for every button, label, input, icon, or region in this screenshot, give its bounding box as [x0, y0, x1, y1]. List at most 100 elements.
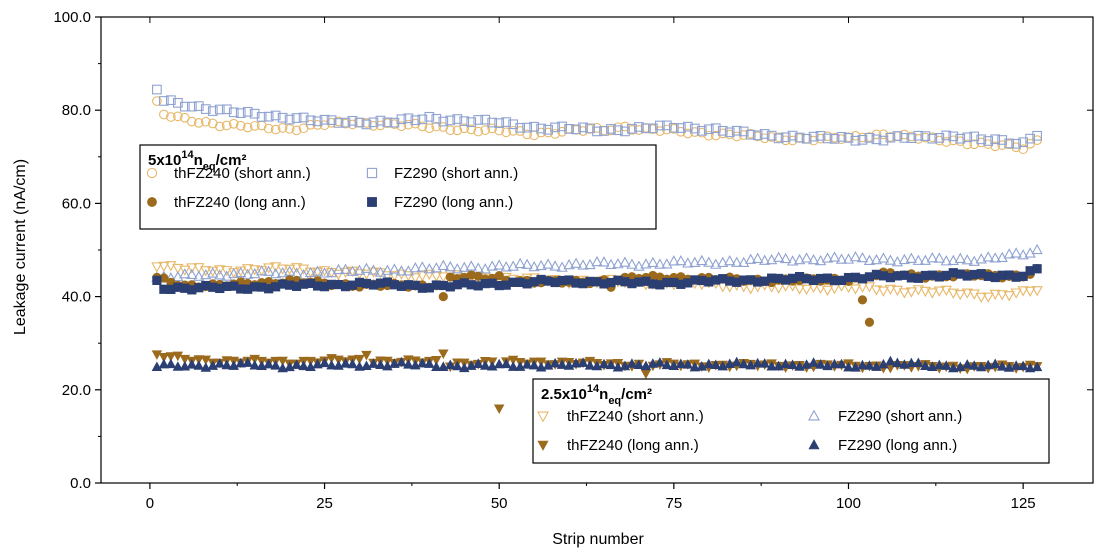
- data-point: [913, 357, 924, 368]
- data-point: [836, 358, 847, 369]
- x-tick-label: 75: [666, 495, 683, 512]
- data-point: [452, 360, 463, 371]
- data-point: [360, 262, 373, 273]
- data-point: [396, 121, 407, 132]
- data-point: [933, 252, 945, 263]
- data-point: [298, 360, 309, 371]
- data-point: [283, 265, 296, 276]
- data-point: [242, 357, 253, 367]
- data-point: [557, 121, 567, 132]
- data-point: [256, 360, 267, 371]
- data-point: [172, 270, 184, 282]
- data-point: [919, 254, 931, 265]
- data-point: [166, 95, 176, 106]
- data-point: [166, 112, 176, 122]
- data-point: [409, 273, 422, 284]
- data-point: [361, 119, 372, 130]
- data-point: [920, 360, 931, 371]
- data-point: [368, 117, 379, 128]
- series-layer: [151, 84, 1043, 415]
- data-point: [452, 114, 463, 124]
- data-point: [1003, 291, 1015, 302]
- data-point: [1011, 138, 1022, 149]
- data-point: [842, 253, 855, 264]
- data-point: [459, 123, 470, 134]
- data-point-outlier: [361, 350, 372, 361]
- data-point: [800, 252, 813, 263]
- y-tick-label: 60.0: [62, 195, 91, 212]
- data-point: [983, 136, 994, 146]
- data-point: [961, 288, 973, 299]
- data-point: [668, 122, 679, 133]
- data-point: [501, 127, 512, 138]
- data-point: [710, 258, 722, 269]
- data-point-outlier: [864, 317, 875, 327]
- data-point: [592, 126, 602, 137]
- legend-symbol: [537, 411, 549, 423]
- legend-symbol: [366, 167, 378, 179]
- data-point: [864, 133, 875, 143]
- data-point: [214, 358, 225, 368]
- data-point: [214, 269, 226, 280]
- data-point: [1004, 138, 1015, 149]
- data-point: [759, 254, 771, 265]
- data-point: [381, 264, 394, 275]
- data-point: [347, 358, 358, 369]
- data-point: [829, 358, 840, 369]
- data-point: [263, 111, 274, 122]
- data-point: [962, 359, 973, 369]
- data-point: [773, 133, 784, 144]
- data-point: [843, 361, 854, 372]
- data-point: [221, 270, 233, 281]
- data-point: [1017, 360, 1029, 371]
- data-point: [172, 361, 184, 371]
- data-point: [200, 104, 211, 114]
- data-point: [675, 254, 687, 266]
- data-point: [836, 132, 847, 142]
- data-point: [277, 112, 288, 123]
- data-point: [416, 261, 429, 272]
- data-point: [193, 355, 205, 365]
- data-point: [332, 263, 345, 275]
- data-point: [305, 115, 316, 126]
- data-point: [857, 134, 868, 145]
- data-point: [989, 252, 1001, 263]
- data-point: [849, 284, 862, 295]
- data-point: [919, 286, 931, 298]
- data-point: [780, 132, 791, 143]
- data-point: [997, 140, 1008, 150]
- data-point: [249, 267, 261, 279]
- data-point: [290, 263, 303, 274]
- data-point: [235, 357, 246, 368]
- data-point: [277, 356, 288, 367]
- data-point: [158, 261, 170, 273]
- data-point: [772, 251, 785, 262]
- legend-label: thFZ240 (short ann.): [174, 165, 311, 182]
- legend-label: FZ290 (long ann.): [394, 194, 513, 211]
- data-point: [249, 360, 260, 370]
- data-point: [661, 359, 673, 370]
- data-point: [627, 123, 637, 134]
- data-point: [494, 125, 505, 136]
- data-point: [710, 123, 721, 134]
- data-point: [989, 358, 1001, 369]
- data-point: [926, 252, 938, 263]
- legend-label: thFZ240 (short ann.): [567, 408, 704, 425]
- data-point: [556, 261, 568, 272]
- data-point: [193, 360, 205, 370]
- data-point: [891, 256, 904, 267]
- data-point: [878, 129, 889, 140]
- data-point: [431, 121, 442, 132]
- data-point: [668, 255, 680, 266]
- data-point: [731, 125, 742, 136]
- data-point: [856, 251, 869, 263]
- data-point: [535, 259, 547, 271]
- data-point: [633, 260, 645, 271]
- data-point: [396, 356, 407, 367]
- data-point: [277, 123, 288, 133]
- y-tick-label: 0.0: [70, 475, 91, 492]
- data-point: [403, 113, 414, 124]
- data-point: [898, 288, 911, 299]
- data-point: [276, 264, 289, 275]
